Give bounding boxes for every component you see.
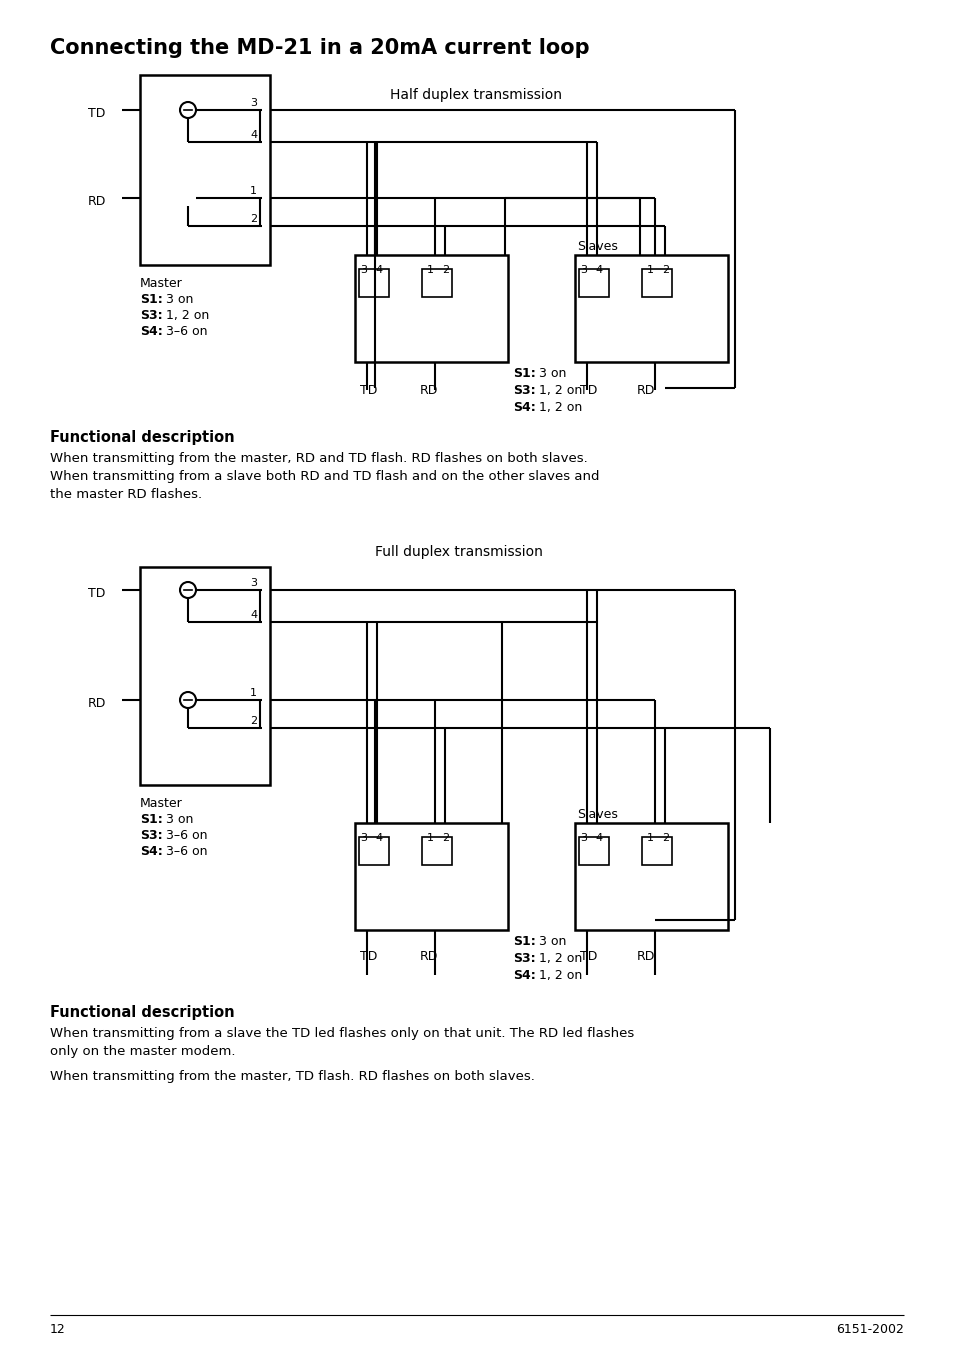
- Text: 2: 2: [250, 213, 257, 224]
- Text: 3 on: 3 on: [162, 813, 193, 825]
- Text: S3:: S3:: [513, 384, 535, 397]
- Text: 3–6 on: 3–6 on: [162, 844, 208, 858]
- Text: 1, 2 on: 1, 2 on: [162, 309, 209, 322]
- Text: TD: TD: [359, 950, 377, 963]
- Text: RD: RD: [419, 384, 438, 397]
- Bar: [421, 269, 452, 297]
- Text: 1: 1: [646, 834, 654, 843]
- Text: 3: 3: [359, 265, 367, 276]
- Bar: [578, 838, 608, 865]
- Text: 2: 2: [661, 265, 668, 276]
- Text: RD: RD: [88, 697, 107, 711]
- Text: the master RD flashes.: the master RD flashes.: [50, 488, 202, 501]
- Text: Full duplex transmission: Full duplex transmission: [375, 544, 542, 559]
- Text: RD: RD: [419, 950, 438, 963]
- Text: S4:: S4:: [513, 401, 536, 413]
- Text: 3: 3: [579, 834, 586, 843]
- Text: S3:: S3:: [140, 309, 162, 322]
- Text: S1:: S1:: [513, 935, 536, 948]
- Text: 2: 2: [441, 265, 449, 276]
- Text: 3–6 on: 3–6 on: [162, 830, 208, 842]
- Text: 1: 1: [646, 265, 654, 276]
- Text: Master: Master: [140, 797, 183, 811]
- Text: S1:: S1:: [513, 367, 536, 380]
- Bar: [578, 269, 608, 297]
- Text: When transmitting from a slave the TD led flashes only on that unit. The RD led : When transmitting from a slave the TD le…: [50, 1027, 634, 1040]
- Text: TD: TD: [88, 107, 105, 120]
- Text: S3:: S3:: [513, 952, 535, 965]
- Bar: [355, 823, 507, 929]
- Text: 1: 1: [250, 688, 256, 698]
- Text: 1: 1: [427, 265, 434, 276]
- Text: TD: TD: [88, 586, 105, 600]
- Text: TD: TD: [359, 384, 377, 397]
- Text: 3: 3: [250, 99, 256, 108]
- Text: only on the master modem.: only on the master modem.: [50, 1046, 235, 1058]
- Text: Functional description: Functional description: [50, 1005, 234, 1020]
- Bar: [641, 838, 671, 865]
- Text: Slaves: Slaves: [577, 808, 618, 821]
- Circle shape: [180, 582, 195, 598]
- Text: RD: RD: [88, 195, 107, 208]
- Text: 1: 1: [427, 834, 434, 843]
- Text: 4: 4: [250, 611, 257, 620]
- Text: 1: 1: [250, 186, 256, 196]
- Text: S1:: S1:: [140, 813, 163, 825]
- Text: 1, 2 on: 1, 2 on: [535, 969, 581, 982]
- Text: 3 on: 3 on: [162, 293, 193, 305]
- Text: 4: 4: [375, 834, 382, 843]
- Text: 6151-2002: 6151-2002: [835, 1323, 903, 1336]
- Bar: [575, 255, 727, 362]
- Text: S4:: S4:: [140, 326, 163, 338]
- Text: 4: 4: [250, 130, 257, 141]
- Bar: [140, 567, 270, 785]
- Text: When transmitting from the master, RD and TD flash. RD flashes on both slaves.: When transmitting from the master, RD an…: [50, 453, 587, 465]
- Text: 1, 2 on: 1, 2 on: [535, 384, 581, 397]
- Text: Slaves: Slaves: [577, 240, 618, 253]
- Text: 3: 3: [250, 578, 256, 588]
- Text: 4: 4: [595, 834, 601, 843]
- Text: 4: 4: [375, 265, 382, 276]
- Text: 3 on: 3 on: [535, 367, 566, 380]
- Text: 2: 2: [661, 834, 668, 843]
- Text: TD: TD: [579, 384, 597, 397]
- Text: TD: TD: [579, 950, 597, 963]
- Text: Master: Master: [140, 277, 183, 290]
- Text: 1, 2 on: 1, 2 on: [535, 952, 581, 965]
- Text: 2: 2: [250, 716, 257, 725]
- Circle shape: [180, 101, 195, 118]
- Text: S3:: S3:: [140, 830, 162, 842]
- Text: S4:: S4:: [513, 969, 536, 982]
- Text: When transmitting from the master, TD flash. RD flashes on both slaves.: When transmitting from the master, TD fl…: [50, 1070, 535, 1084]
- Text: S4:: S4:: [140, 844, 163, 858]
- Text: 3: 3: [579, 265, 586, 276]
- Text: S1:: S1:: [140, 293, 163, 305]
- Text: 3 on: 3 on: [535, 935, 566, 948]
- Text: 3–6 on: 3–6 on: [162, 326, 208, 338]
- Bar: [355, 255, 507, 362]
- Text: RD: RD: [637, 950, 655, 963]
- Bar: [641, 269, 671, 297]
- Circle shape: [180, 692, 195, 708]
- Bar: [421, 838, 452, 865]
- Text: 3: 3: [359, 834, 367, 843]
- Text: 12: 12: [50, 1323, 66, 1336]
- Text: Functional description: Functional description: [50, 430, 234, 444]
- Text: When transmitting from a slave both RD and TD flash and on the other slaves and: When transmitting from a slave both RD a…: [50, 470, 598, 484]
- Text: Connecting the MD-21 in a 20mA current loop: Connecting the MD-21 in a 20mA current l…: [50, 38, 589, 58]
- Text: 2: 2: [441, 834, 449, 843]
- Text: 1, 2 on: 1, 2 on: [535, 401, 581, 413]
- Text: Half duplex transmission: Half duplex transmission: [390, 88, 561, 101]
- Bar: [140, 76, 270, 265]
- Text: 4: 4: [595, 265, 601, 276]
- Bar: [358, 269, 389, 297]
- Bar: [575, 823, 727, 929]
- Bar: [358, 838, 389, 865]
- Text: RD: RD: [637, 384, 655, 397]
